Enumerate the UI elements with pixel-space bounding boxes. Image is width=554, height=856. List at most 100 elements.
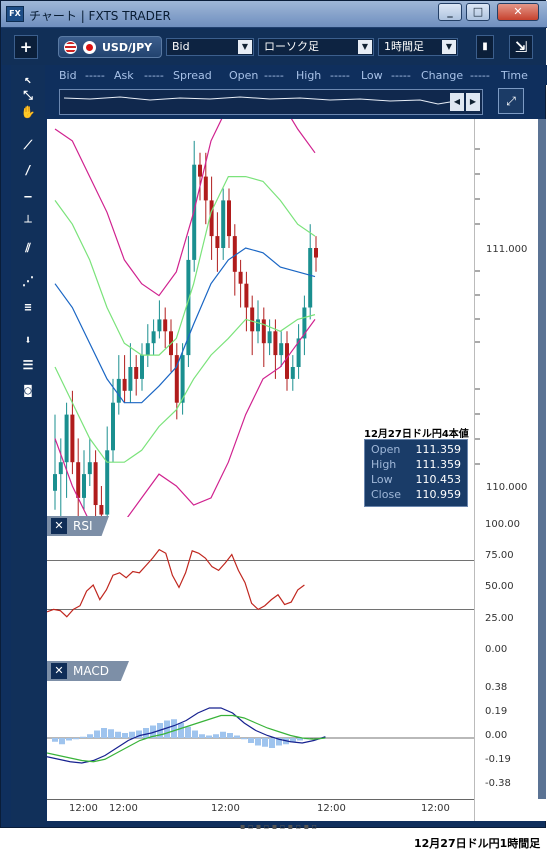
title-bar[interactable]: FX チャート | FXTS TRADER _ □ ✕ — [1, 1, 547, 28]
macd-histogram-bar — [192, 730, 198, 738]
rsi-line — [47, 548, 305, 618]
scroll-right-button[interactable]: ▶ — [466, 93, 480, 111]
candle-body — [134, 367, 139, 379]
quote-col-high: High — [296, 69, 322, 82]
macd-signal-line — [47, 714, 326, 763]
price-type-select[interactable]: Bid ▼ — [166, 38, 254, 56]
macd-histogram-bar — [115, 731, 121, 738]
ohlc-panel: Open 111.359 High 111.359 Low 110.453 Close… — [364, 439, 468, 507]
horizontal-line-icon[interactable]: — — [24, 189, 32, 203]
macd-histogram-bar — [248, 738, 254, 743]
macd-histogram-bar — [87, 734, 93, 738]
quote-placeholder: ----- — [470, 69, 490, 82]
ohlc-label: High — [371, 458, 397, 471]
bollinger-lower-2 — [54, 319, 316, 517]
timeframe-select[interactable]: 1時間足 ▼ — [378, 38, 458, 56]
time-tick: 12:00 — [421, 803, 450, 814]
candle-body — [232, 236, 237, 272]
price-sparkline: ◀ ▶ — [59, 89, 483, 115]
chart-type-select[interactable]: ローソク足 ▼ — [258, 38, 374, 56]
time-tick: 12:00 — [109, 803, 138, 814]
scroll-left-button[interactable]: ◀ — [450, 93, 464, 111]
time-tick: 12:00 — [69, 803, 98, 814]
list-icon[interactable]: ☰ — [22, 358, 34, 372]
ohlc-label: Low — [371, 473, 393, 486]
macd-histogram-bar — [164, 720, 170, 738]
quote-col-open: Open — [229, 69, 259, 82]
candle-body — [285, 343, 289, 379]
close-macd-button[interactable]: ✕ — [51, 663, 67, 679]
candle-body — [157, 319, 162, 332]
candle-body — [70, 414, 75, 463]
close-rsi-button[interactable]: ✕ — [51, 518, 67, 534]
candle-body — [87, 462, 92, 475]
maximize-button[interactable]: □ — [466, 3, 490, 21]
price-tick-label: 110.000 — [486, 482, 527, 493]
candle-body — [163, 319, 168, 332]
macd-tick-label: -0.38 — [485, 778, 511, 789]
camera-icon[interactable]: ◙ — [24, 383, 32, 397]
parallel-channel-icon[interactable]: ⫽ — [25, 241, 31, 255]
vertical-line-icon[interactable]: ┴ — [24, 215, 32, 229]
macd-histogram-bar — [52, 738, 58, 742]
vertical-scrollbar[interactable] — [538, 119, 546, 799]
ohlc-value: 111.359 — [415, 458, 462, 471]
bollinger-lower-1 — [54, 314, 316, 463]
chevron-down-icon: ▼ — [238, 40, 252, 54]
macd-line — [47, 707, 326, 764]
symbol-selector[interactable]: USD/JPY — [58, 36, 162, 58]
macd-histogram-bar — [269, 738, 275, 748]
candle-body — [111, 402, 115, 451]
fib-retracement-icon[interactable]: ≡ — [24, 300, 32, 314]
macd-tick-label: -0.19 — [485, 754, 511, 765]
crosshair-icon[interactable]: ⤡ — [23, 88, 33, 102]
candle-body — [128, 367, 133, 391]
macd-chart — [47, 707, 474, 764]
hand-icon[interactable]: ✋ — [20, 105, 36, 119]
axis-svg: 111.000 110.000 100.00 75.00 50.00 25.00 0.00 0… — [475, 148, 527, 789]
close-button[interactable]: ✕ — [497, 3, 539, 21]
ohlc-value: 110.453 — [415, 473, 462, 486]
expand-icon[interactable]: ⤢ — [498, 88, 524, 114]
ohlc-info-box: 12月27日ドル円4本値 Open 111.359 High 111.359 Low… — [364, 421, 472, 509]
trendline-icon[interactable]: ⟋ — [23, 138, 33, 152]
quote-placeholder: ----- — [85, 69, 105, 82]
rsi-tick-label: 50.00 — [485, 581, 514, 592]
candle-body — [76, 462, 81, 498]
quote-placeholder: ----- — [144, 69, 164, 82]
candle-body — [244, 283, 249, 308]
download-icon[interactable]: ⬇ — [24, 333, 32, 347]
macd-label: MACD — [73, 664, 109, 678]
ohlc-value: 111.359 — [415, 443, 462, 456]
rsi-chart — [47, 548, 474, 618]
candle-body — [256, 319, 260, 332]
macd-histogram-bar — [241, 738, 247, 740]
ohlc-row-open: Open 111.359 — [371, 443, 465, 457]
bollinger-upper-2 — [54, 119, 316, 297]
quote-col-low: Low — [361, 69, 383, 82]
add-chart-button[interactable]: + — [14, 35, 38, 59]
chart-area[interactable]: 111.000 110.000 100.00 75.00 50.00 25.00 0.00 0… — [47, 119, 547, 821]
ohlc-label: Close — [371, 488, 401, 501]
candle-body — [53, 474, 57, 491]
cursor-icon[interactable]: ↖ — [24, 72, 32, 86]
minimize-button[interactable]: _ — [438, 3, 462, 21]
sparkline-svg — [63, 96, 451, 105]
quote-placeholder: ----- — [330, 69, 350, 82]
fibonacci-icon[interactable]: ⋰ — [22, 274, 34, 288]
macd-histogram-bar — [227, 733, 233, 738]
detach-button[interactable]: ⇲ — [509, 35, 533, 59]
macd-histogram-bar — [213, 734, 219, 738]
macd-histogram-bar — [129, 731, 135, 738]
macd-tick-label: 0.00 — [485, 730, 507, 741]
jp-flag-icon — [83, 41, 96, 54]
candle-body — [314, 248, 318, 258]
line-icon[interactable]: / — [24, 163, 32, 177]
macd-histogram-bar — [150, 725, 156, 738]
candle-body — [151, 331, 156, 344]
panel-toggle-button[interactable]: ▮ — [476, 35, 494, 59]
ohlc-value: 110.959 — [415, 488, 462, 501]
candle-body — [261, 319, 266, 344]
time-axis: 12:00 12:00 12:00 12:00 12:00 — [47, 799, 474, 821]
candle-body — [145, 343, 150, 356]
